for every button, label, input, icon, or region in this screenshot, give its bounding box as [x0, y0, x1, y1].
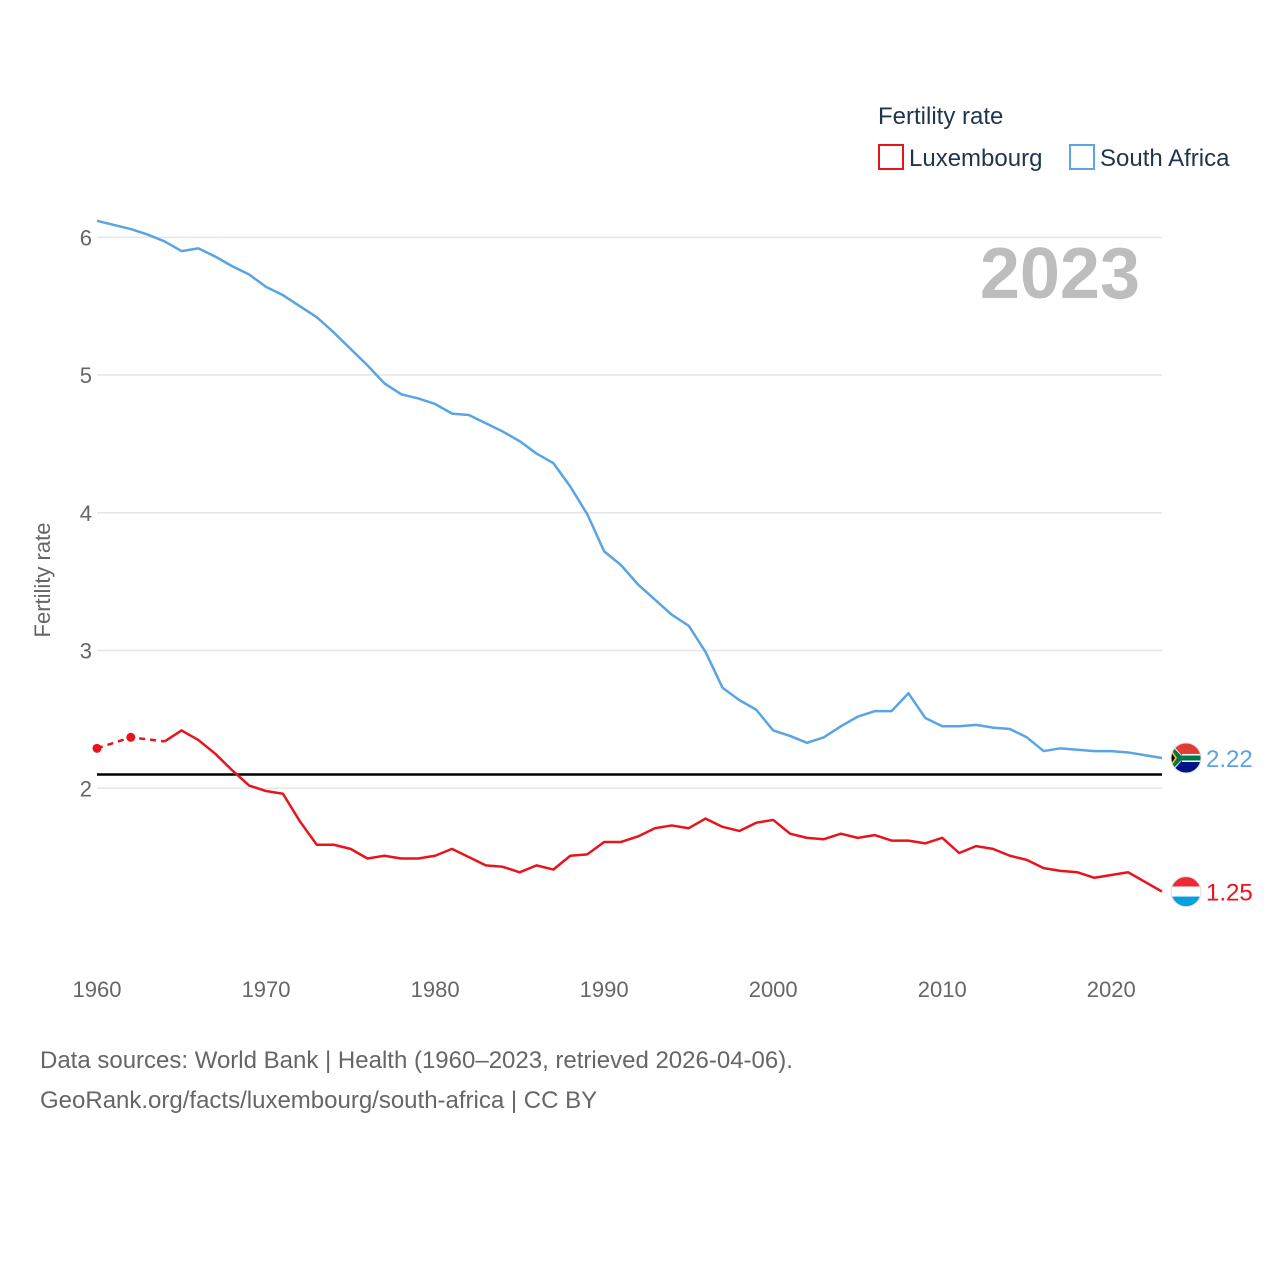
end-markers: 2.22 1.25 [1170, 742, 1253, 908]
x-tick-label: 1970 [242, 977, 291, 1002]
legend-swatch-luxembourg [878, 144, 904, 170]
end-value-label-south-africa: 2.22 [1206, 746, 1253, 773]
estimated-point-luxembourg[interactable] [126, 732, 136, 742]
series-lines [92, 219, 1163, 893]
y-tick-label: 3 [80, 639, 92, 664]
y-tick-label: 6 [80, 225, 92, 250]
estimated-point-luxembourg[interactable] [92, 743, 102, 753]
y-tick-label: 5 [80, 363, 92, 388]
legend-item-luxembourg[interactable]: Luxembourg [878, 144, 1042, 172]
y-tick-label: 2 [80, 776, 92, 801]
x-tick-label: 2010 [918, 977, 967, 1002]
x-tick-label: 1990 [580, 977, 629, 1002]
source-line-1: Data sources: World Bank | Health (1960–… [40, 1047, 793, 1074]
x-axis-ticks: 1960 1970 1980 1990 2000 2010 2020 [73, 977, 1136, 1002]
legend-item-south-africa[interactable]: South Africa [1069, 144, 1230, 172]
end-value-label-luxembourg: 1.25 [1206, 880, 1253, 907]
x-tick-label: 2000 [749, 977, 798, 1002]
year-label: 2023 [980, 234, 1140, 314]
x-tick-label: 2020 [1087, 977, 1136, 1002]
legend-title: Fertility rate [878, 103, 1003, 130]
y-axis-ticks: 2 3 4 5 6 [80, 225, 92, 801]
flag-icon-south-africa [1170, 742, 1202, 774]
legend-swatch-south-africa [1069, 144, 1095, 170]
y-axis-title: Fertility rate [30, 523, 55, 638]
x-tick-label: 1960 [73, 977, 122, 1002]
series-line-south-africa[interactable] [96, 219, 1163, 760]
y-tick-label: 4 [80, 501, 92, 526]
x-tick-label: 1980 [411, 977, 460, 1002]
legend: Fertility rate Luxembourg South Africa [878, 103, 1230, 172]
flag-icon-luxembourg [1170, 876, 1202, 908]
source-line-2[interactable]: GeoRank.org/facts/luxembourg/south-afric… [40, 1087, 597, 1114]
legend-label-luxembourg: Luxembourg [909, 145, 1042, 172]
legend-label-south-africa: South Africa [1100, 145, 1230, 172]
series-line-luxembourg[interactable] [163, 729, 1163, 893]
gridlines [97, 236, 1162, 790]
